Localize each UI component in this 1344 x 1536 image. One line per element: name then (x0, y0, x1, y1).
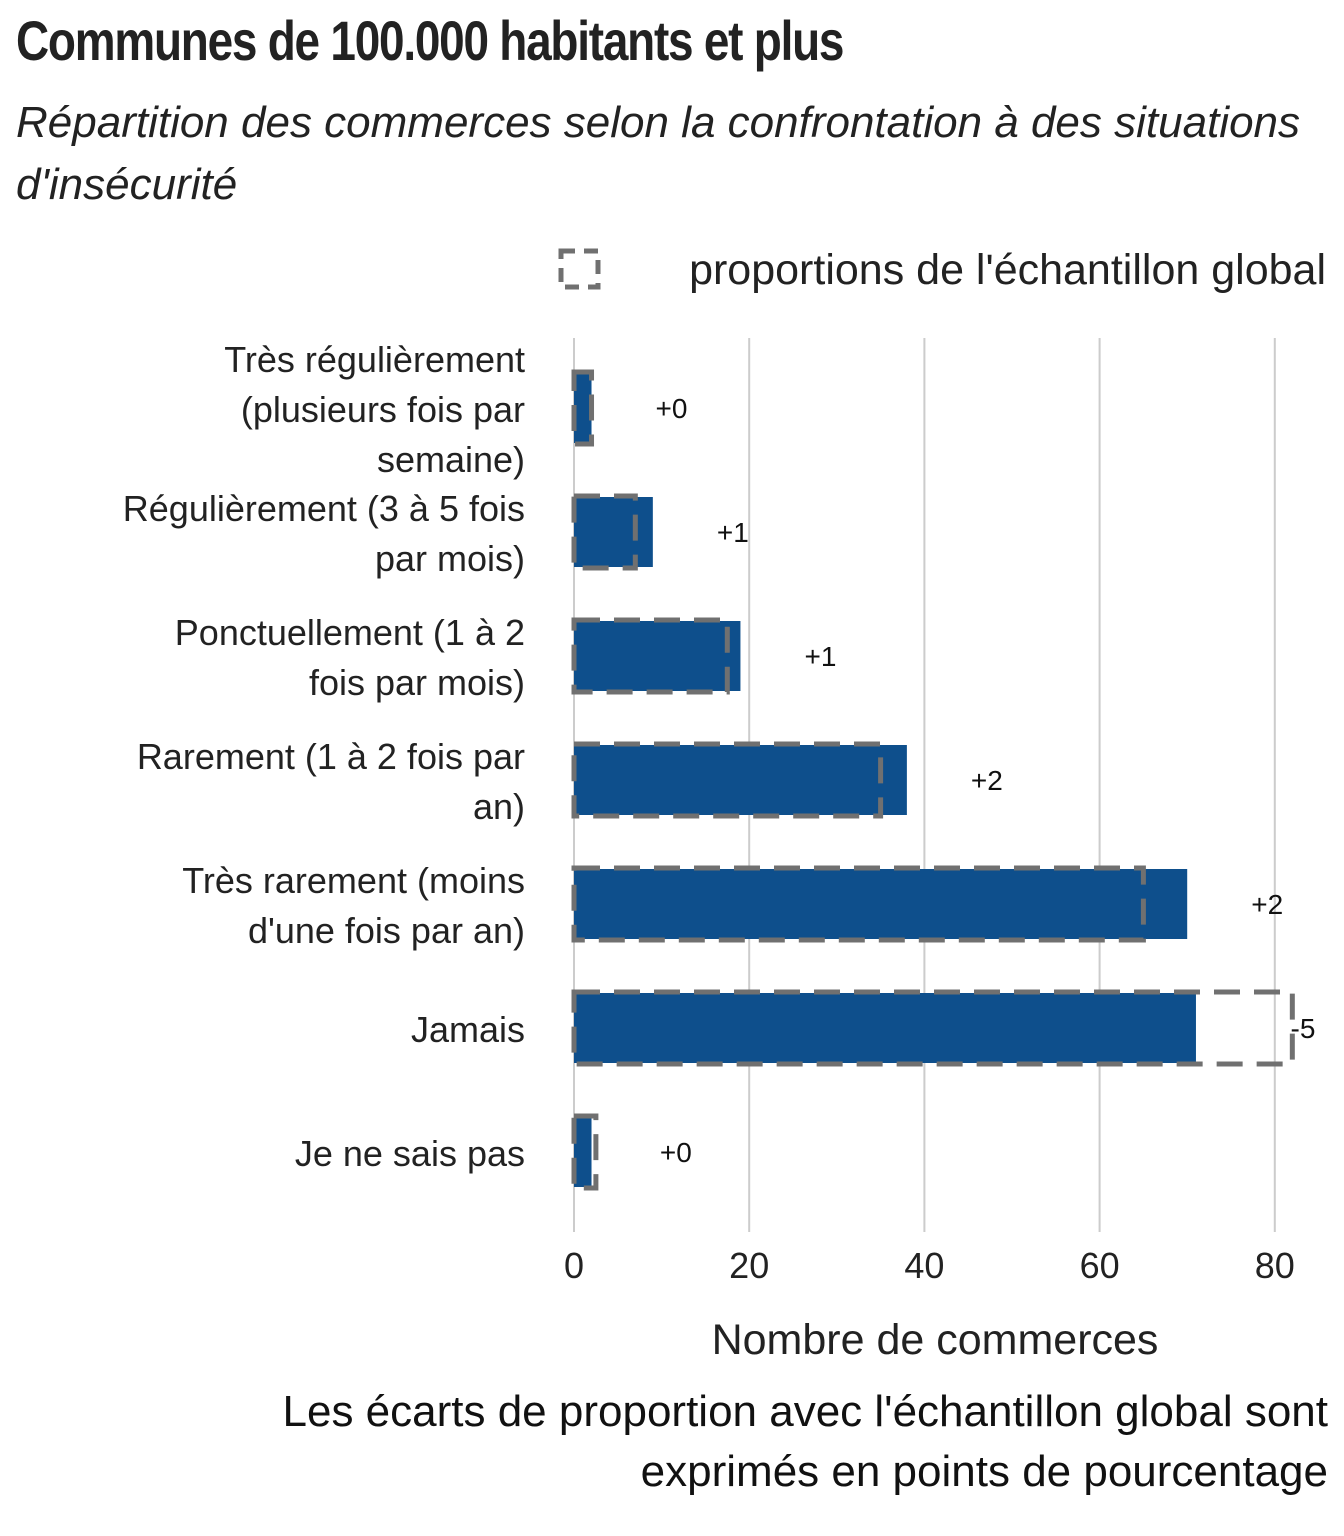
difference-label: +1 (717, 517, 749, 548)
bar (574, 869, 1188, 939)
legend-swatch (558, 248, 601, 290)
difference-labels: +0 +1 +1 +2 +2 -5 +0 (656, 393, 1316, 1168)
caption: Les écarts de proportion avec l'échantil… (28, 1382, 1329, 1502)
legend-label: proportions de l'échantillon global (689, 246, 1326, 294)
category-label: Rarement (1 à 2 fois par an) (137, 736, 525, 827)
chart-subtitle: Répartition des commerces selon la confr… (16, 98, 1301, 209)
reference-outline (571, 369, 595, 447)
category-labels: Très régulièrement (plusieurs fois par sem… (123, 339, 525, 1174)
reference-outline (571, 1113, 599, 1191)
difference-label: +2 (971, 765, 1003, 796)
reference-outline (571, 989, 1295, 1067)
category-label: Régulièrement (3 à 5 fois par mois) (123, 488, 525, 579)
caption-line-2: exprimés en points de pourcentage (640, 1447, 1328, 1496)
category-label: Très régulièrement (plusieurs fois par sem… (224, 339, 525, 480)
bar (574, 1117, 592, 1187)
bar (574, 621, 741, 691)
bar (574, 497, 653, 567)
legend: proportions de l'échantillon global (558, 246, 1326, 294)
bar (574, 745, 907, 815)
x-tick-label: 0 (564, 1245, 584, 1286)
x-tick-label: 20 (729, 1245, 769, 1286)
chart-title: Communes de 100.000 habitants et plus (16, 9, 844, 72)
difference-label: -5 (1291, 1013, 1316, 1044)
gridlines (573, 338, 1276, 1232)
bar-chart: proportions de l'échantillon global Très… (123, 246, 1326, 1364)
category-label: Je ne sais pas (295, 1133, 525, 1174)
caption-line-1: Les écarts de proportion avec l'échantil… (282, 1387, 1329, 1436)
category-label: Ponctuellement (1 à 2 fois par mois) (175, 612, 525, 703)
category-label: Jamais (411, 1009, 525, 1050)
difference-label: +0 (656, 393, 688, 424)
x-tick-label: 80 (1255, 1245, 1295, 1286)
difference-label: +2 (1251, 889, 1283, 920)
reference-outline (571, 617, 730, 695)
reference-outline (571, 741, 884, 819)
reference-outlines (571, 369, 1295, 1191)
x-axis-ticks: 0 20 40 60 80 (564, 1245, 1295, 1286)
reference-outline (571, 493, 638, 571)
x-axis-title: Nombre de commerces (712, 1316, 1159, 1364)
category-label: Très rarement (moins d'une fois par an) (182, 860, 525, 951)
difference-label: +0 (660, 1137, 692, 1168)
difference-label: +1 (804, 641, 836, 672)
bar (574, 993, 1196, 1063)
bar (574, 373, 592, 443)
x-tick-label: 60 (1080, 1245, 1120, 1286)
reference-outline (571, 865, 1146, 943)
x-tick-label: 40 (904, 1245, 944, 1286)
bars (574, 373, 1196, 1187)
